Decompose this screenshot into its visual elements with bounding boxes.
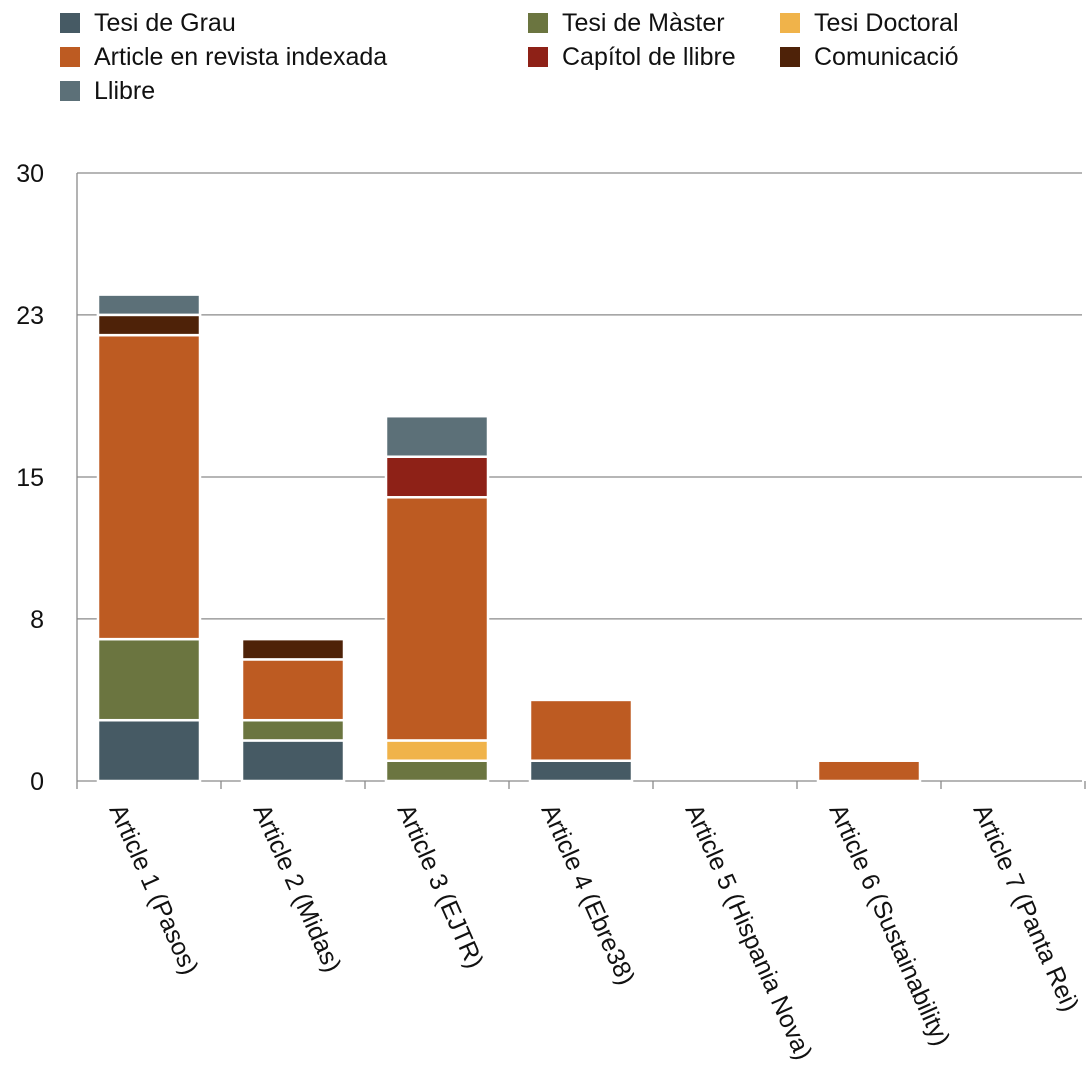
- legend-label: Tesi de Màster: [562, 8, 725, 37]
- bar-segment: [816, 759, 922, 783]
- bar-segment: [384, 739, 490, 762]
- bar-segment: [96, 333, 202, 641]
- y-tick-label: 0: [30, 768, 44, 796]
- x-category-label: Article 7 (Panta Rei): [968, 800, 1085, 1016]
- x-category-label: Article 1 (Pasos): [104, 800, 204, 979]
- y-tick-label: 23: [16, 302, 44, 330]
- bar-segment: [384, 496, 490, 742]
- y-tick-label: 15: [16, 464, 44, 492]
- bar-segment: [96, 313, 202, 337]
- legend-swatch: [60, 13, 80, 33]
- y-tick-label: 30: [16, 160, 44, 188]
- bar-segment: [528, 759, 634, 783]
- legend-swatch: [780, 13, 800, 33]
- bar-segment: [240, 658, 346, 722]
- x-category-label: Article 3 (EJTR): [392, 800, 489, 973]
- x-category-label: Article 5 (Hispania Nova): [680, 800, 818, 1064]
- bar-segment: [384, 759, 490, 783]
- legend-label: Tesi Doctoral: [814, 8, 959, 37]
- legend-item: Comunicació: [780, 42, 959, 72]
- legend-swatch: [60, 81, 80, 101]
- legend-swatch: [528, 13, 548, 33]
- legend-swatch: [780, 47, 800, 67]
- bar-segment: [96, 718, 202, 783]
- bar-segment: [384, 414, 490, 458]
- bar-segment: [240, 718, 346, 742]
- legend-item: Llibre: [60, 76, 155, 106]
- legend-label: Article en revista indexada: [94, 42, 388, 71]
- legend-item: Tesi Doctoral: [780, 8, 959, 38]
- legend-swatch: [528, 47, 548, 67]
- x-category-label: Article 6 (Sustainability): [824, 800, 956, 1050]
- legend-label: Llibre: [94, 76, 156, 105]
- legend-item: Tesi de Màster: [528, 8, 725, 38]
- legend-item: Capítol de llibre: [528, 42, 736, 72]
- bar-segment: [384, 455, 490, 499]
- legend-label: Capítol de llibre: [562, 42, 736, 71]
- legend-item: Tesi de Grau: [60, 8, 236, 38]
- bar-segment: [96, 293, 202, 317]
- legend-swatch: [60, 47, 80, 67]
- x-category-label: Article 2 (Midas): [248, 800, 347, 976]
- bar-segment: [96, 637, 202, 722]
- bar-segment: [528, 698, 634, 762]
- bar-segment: [240, 739, 346, 783]
- legend-item: Article en revista indexada: [60, 42, 387, 72]
- x-category-label: Article 4 (Ebre38): [536, 800, 641, 989]
- legend-label: Tesi de Grau: [94, 8, 236, 37]
- y-tick-label: 8: [30, 606, 44, 634]
- bar-segment: [240, 637, 346, 661]
- legend-label: Comunicació: [814, 42, 959, 71]
